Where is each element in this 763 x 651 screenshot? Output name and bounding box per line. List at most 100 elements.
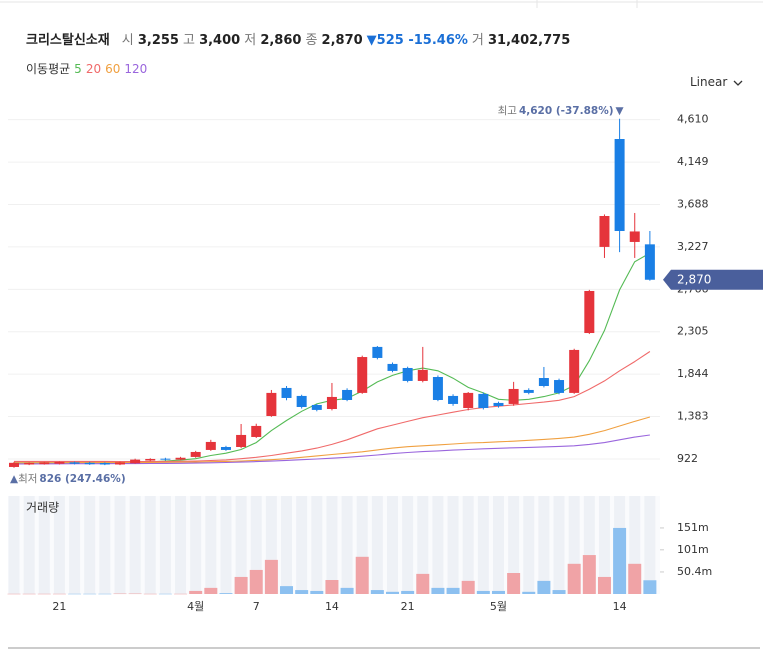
candle-body	[190, 451, 201, 457]
volume-bar	[507, 573, 521, 594]
candle-body	[266, 392, 277, 416]
column-bg	[553, 496, 565, 594]
candle-body	[342, 389, 353, 400]
dropdown-chevron[interactable]	[733, 80, 743, 86]
volume-bar	[552, 590, 566, 594]
y-tick-label: 2,305	[677, 325, 709, 338]
candle-body	[205, 441, 216, 450]
x-tick-label: 21	[401, 600, 415, 613]
candle-body	[236, 434, 247, 448]
candle-body	[372, 346, 383, 358]
column-bg	[598, 496, 610, 594]
candle-body	[554, 380, 565, 393]
column-bg	[53, 496, 65, 594]
candle-body	[175, 457, 186, 460]
scale-selector[interactable]: Linear	[690, 75, 728, 89]
volume-label: 거	[471, 33, 484, 48]
x-tick-label: 14	[613, 600, 627, 613]
price-tag	[663, 269, 763, 290]
volume-bar	[98, 593, 112, 595]
marker: ▼	[616, 105, 625, 117]
volume-bar	[491, 590, 505, 594]
column-bg	[477, 496, 489, 594]
volume-bar	[325, 580, 339, 594]
column-bg	[371, 496, 383, 594]
candle-body	[130, 459, 141, 464]
volume-bar	[386, 591, 399, 594]
legend-entry: 20	[85, 62, 102, 76]
candle-body	[584, 290, 595, 334]
candle-body	[326, 396, 337, 410]
volume-bar	[476, 590, 490, 594]
volume-bar	[522, 591, 536, 594]
volume-bar	[643, 580, 657, 594]
marker: ▲	[10, 473, 19, 485]
annotation-text: 4,620 (-37.88%)	[519, 105, 614, 117]
volume-bar	[264, 559, 278, 594]
candle-body	[644, 244, 655, 280]
candle-body	[448, 395, 459, 404]
volume-bar	[431, 587, 445, 594]
column-bg	[69, 496, 81, 594]
column-bg	[417, 496, 429, 594]
volume-tick-label: 151m	[677, 521, 709, 534]
candle-body	[463, 392, 474, 408]
column-bg	[462, 496, 474, 594]
annotation-text: 826 (247.46%)	[39, 473, 125, 485]
candle-body	[311, 404, 322, 410]
ma-line	[14, 416, 651, 464]
column-bg	[326, 496, 338, 594]
legend-entry: 120	[124, 62, 148, 76]
volume-bar	[582, 555, 596, 594]
candle-body	[478, 393, 489, 408]
y-tick-label: 4,149	[677, 155, 709, 168]
volume-bar	[219, 593, 233, 594]
ma-line	[14, 434, 650, 465]
column-bg	[492, 496, 504, 594]
column-bg	[129, 496, 141, 594]
column-bg	[114, 496, 126, 594]
volume-bar	[613, 527, 627, 594]
volume-bar	[128, 593, 142, 595]
volume-bar	[204, 587, 218, 594]
column-bg	[311, 496, 323, 594]
stock-name: 크리스탈신소재	[26, 33, 110, 48]
column-bg	[235, 496, 247, 594]
legend-entry: 60	[105, 62, 121, 76]
volume-tick-label: 101m	[677, 543, 709, 556]
legend-entry: 5	[74, 62, 82, 76]
candle-body	[114, 462, 125, 465]
volume-bar	[355, 556, 369, 594]
candle-body	[281, 387, 292, 398]
change: ▼525 -15.46%	[366, 33, 468, 48]
candle-body	[69, 462, 80, 464]
column-bg	[38, 496, 50, 594]
column-bg	[84, 496, 96, 594]
low-annotation: ▲최저 826 (247.46%)	[10, 473, 126, 485]
column-bg	[205, 496, 217, 594]
column-bg	[281, 496, 293, 594]
volume-bar	[310, 590, 324, 594]
x-tick-label: 21	[52, 600, 66, 613]
candle-body	[508, 388, 519, 404]
candle-body	[251, 425, 262, 437]
candle-body	[160, 458, 171, 460]
volume-bar	[597, 576, 611, 594]
ma-line	[14, 252, 651, 464]
field-label: 고	[182, 33, 195, 48]
candle-body	[629, 231, 640, 242]
y-tick-label: 3,227	[677, 240, 709, 253]
column-bg	[296, 496, 308, 594]
column-bg	[538, 496, 550, 594]
candle-body	[432, 376, 443, 400]
field-label: 저	[244, 33, 257, 48]
column-bg	[341, 496, 353, 594]
volume-bar	[340, 587, 354, 594]
volume-bar	[537, 580, 551, 594]
candle-body	[402, 367, 413, 381]
candle-body	[614, 139, 625, 231]
column-bg	[159, 496, 171, 594]
price-tag-label: 2,870	[677, 272, 711, 286]
